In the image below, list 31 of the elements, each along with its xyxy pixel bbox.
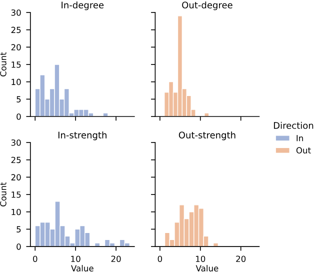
- x-axis-title: Value: [196, 265, 218, 272]
- y-tick-label: 0: [16, 113, 21, 120]
- chart-title: Out-degree: [182, 1, 232, 10]
- x-tick-label: 20: [111, 256, 121, 262]
- y-tick-label: 30: [11, 9, 21, 16]
- y-tick-label: 0: [16, 244, 21, 250]
- y-tick-label: 25: [11, 156, 21, 164]
- y-tick-label: 30: [11, 139, 21, 146]
- x-tick-label: 0: [158, 256, 162, 262]
- chart-title: In-strength: [58, 131, 106, 140]
- y-tick-label: 5: [16, 96, 21, 102]
- y-axis-title: Count: [0, 52, 6, 76]
- legend-label: In: [296, 135, 303, 142]
- legend-label: Out: [296, 147, 311, 154]
- chart-title: Out-strength: [178, 131, 236, 140]
- y-tick-label: 5: [16, 226, 21, 232]
- y-tick-label: 10: [12, 78, 21, 86]
- x-tick-label: 10: [71, 256, 80, 262]
- y-tick-label: 15: [12, 62, 21, 68]
- chart-title: In-degree: [62, 1, 104, 10]
- y-axis-title: Count: [0, 182, 6, 206]
- x-axis-title: Value: [71, 265, 94, 272]
- x-tick-label: 20: [236, 256, 246, 262]
- legend-title: Direction: [274, 122, 314, 129]
- x-tick-label: 0: [33, 256, 38, 262]
- y-tick-label: 15: [12, 192, 21, 198]
- y-tick-label: 10: [12, 208, 21, 216]
- y-tick-label: 25: [11, 26, 21, 34]
- x-tick-label: 10: [196, 256, 206, 262]
- y-tick-label: 20: [11, 44, 21, 50]
- y-tick-label: 20: [11, 174, 21, 180]
